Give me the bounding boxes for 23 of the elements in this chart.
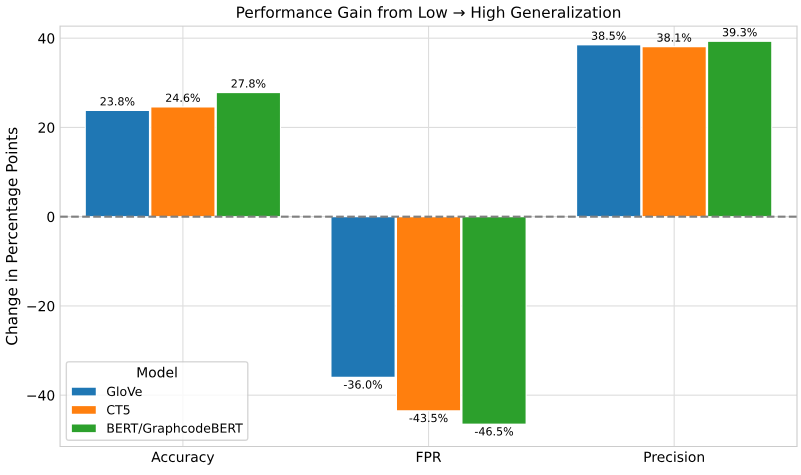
y-tick-label: 40 xyxy=(38,33,54,44)
data-label: -43.5% xyxy=(409,414,448,422)
legend-label: GloVe xyxy=(107,386,142,396)
legend-title: Model xyxy=(138,366,177,378)
x-tick-label: Accuracy xyxy=(151,452,214,465)
data-label: 39.3% xyxy=(722,28,757,36)
x-tick-label: FPR xyxy=(416,452,442,462)
legend-label: CT5 xyxy=(107,405,130,414)
legend-label: BERT/GraphcodeBERT xyxy=(108,423,243,436)
data-label: 38.5% xyxy=(592,32,626,40)
x-tick-label: Precision xyxy=(644,451,704,462)
y-tick-label: −20 xyxy=(27,300,54,312)
data-label: 38.1% xyxy=(657,33,692,42)
data-label: 27.8% xyxy=(232,79,266,88)
data-label: -36.0% xyxy=(344,380,382,389)
y-axis-title: Change in Percentage Points xyxy=(6,128,20,345)
data-label: 24.6% xyxy=(166,94,200,102)
chart-title: Performance Gain from Low → High Generalization xyxy=(237,6,620,21)
data-label: -46.5% xyxy=(474,427,514,436)
y-tick-label: 20 xyxy=(38,122,54,133)
y-tick-label: −40 xyxy=(27,390,54,401)
data-label: 23.8% xyxy=(100,97,134,106)
y-tick-label: 0 xyxy=(47,212,54,222)
